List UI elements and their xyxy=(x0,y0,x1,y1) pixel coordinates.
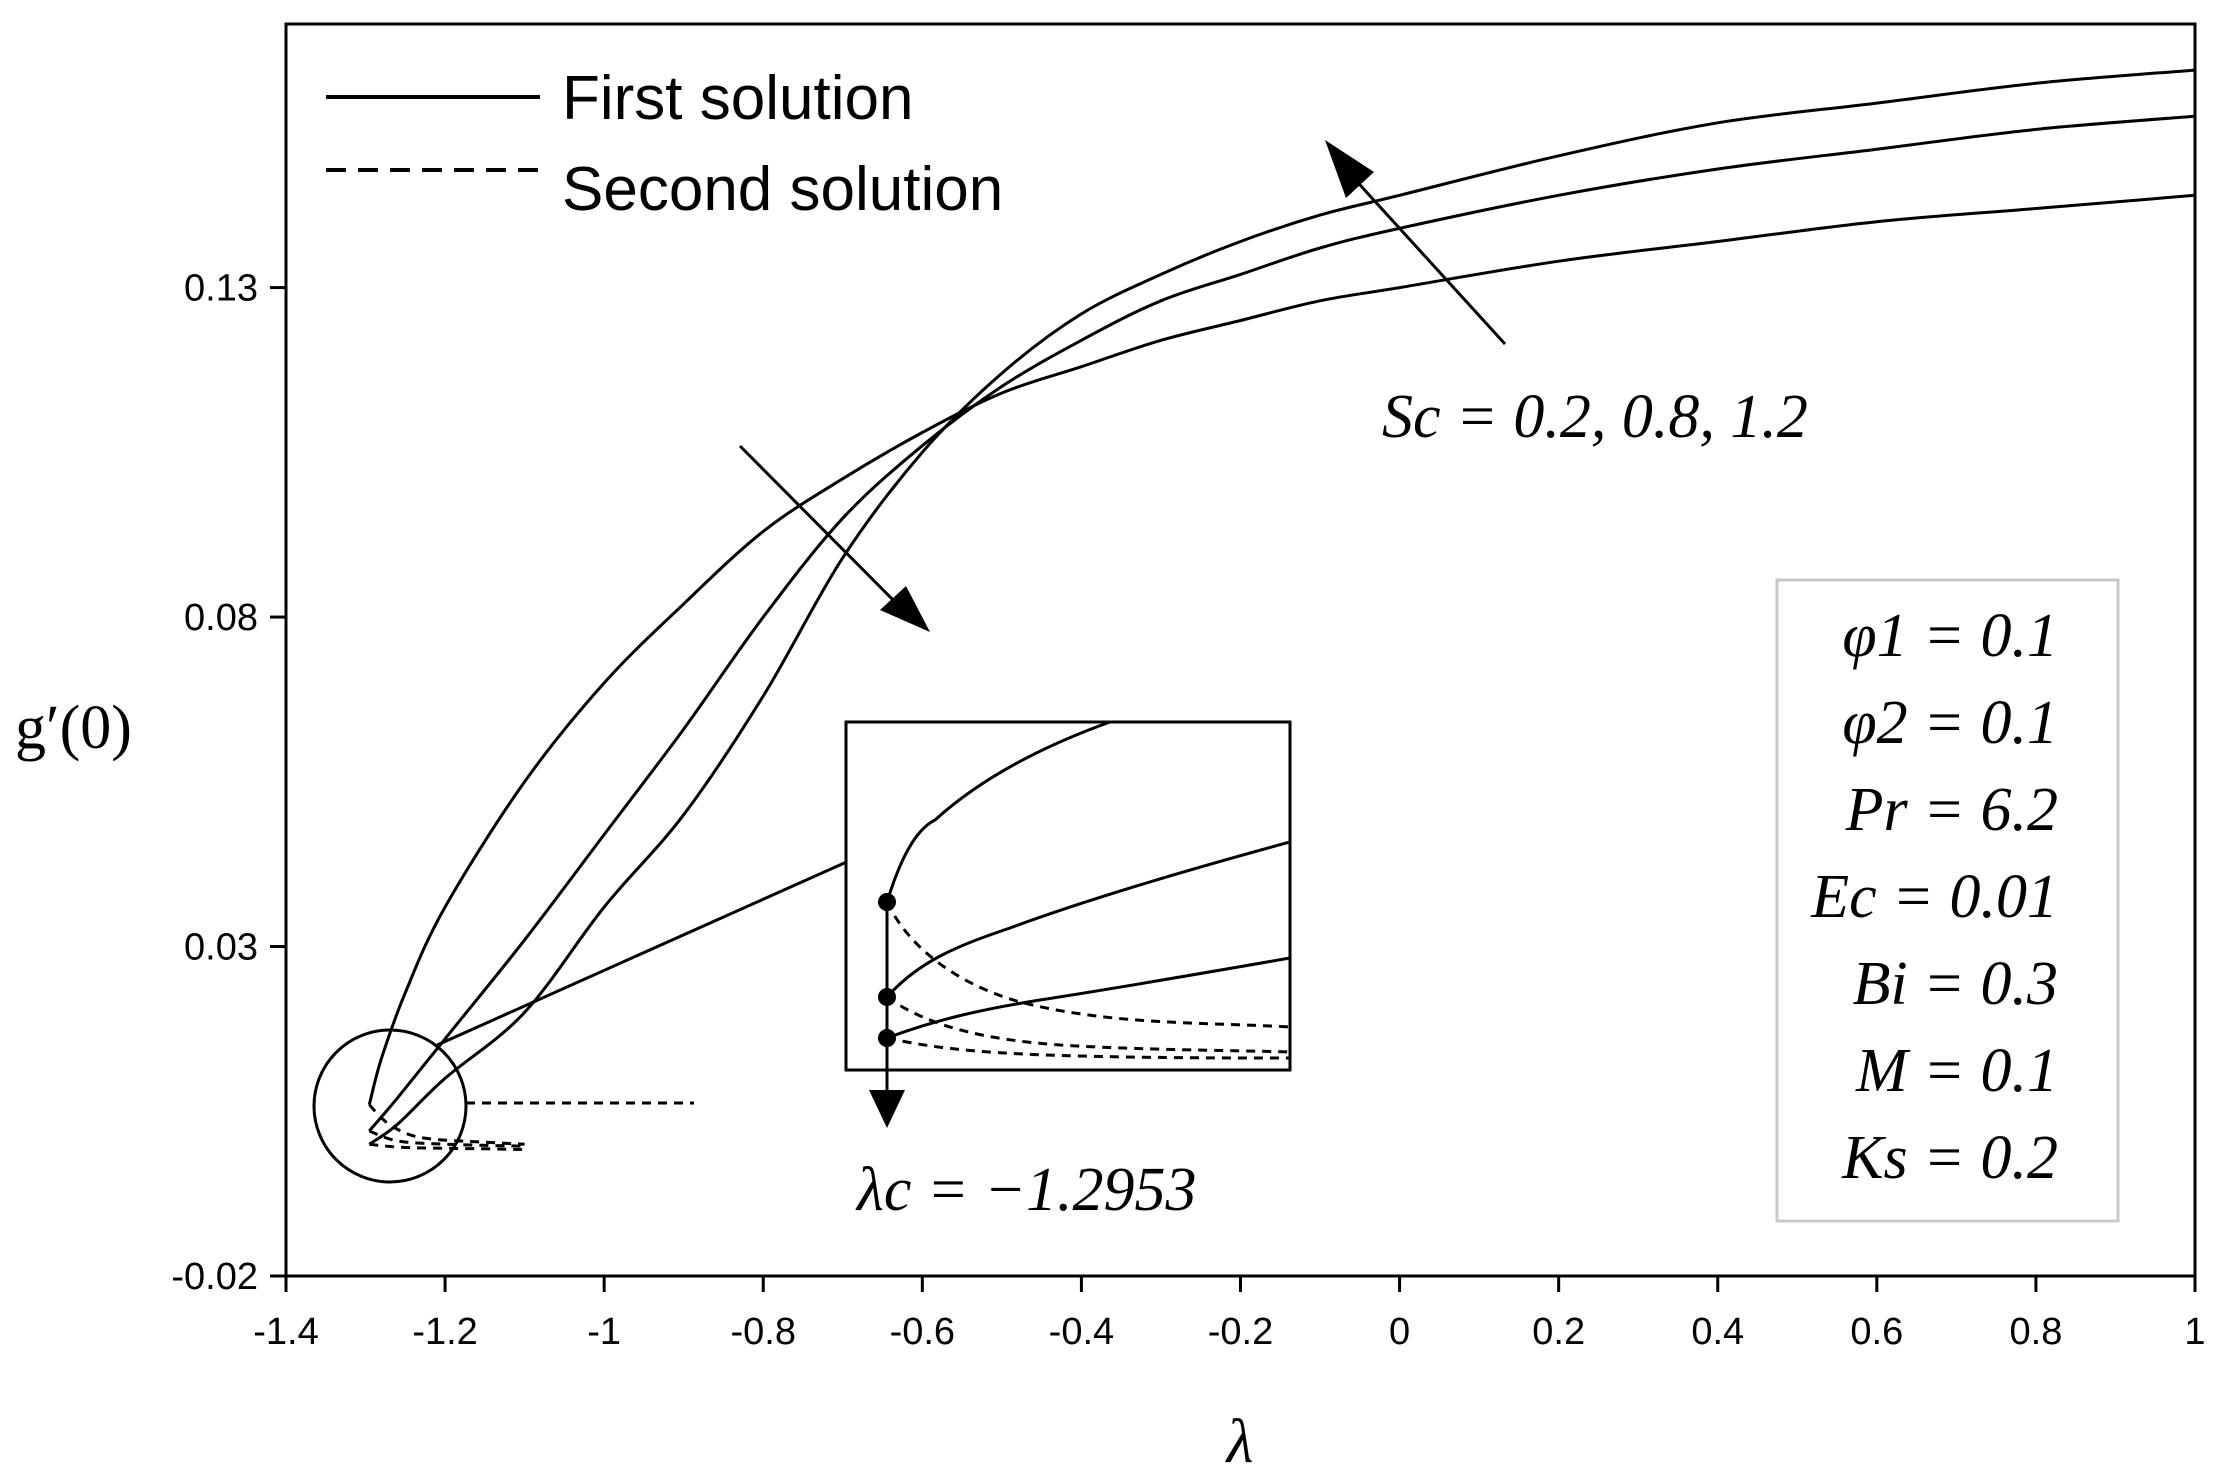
first-solution-line-3 xyxy=(368,68,2195,1146)
param-line: Bi = 0.3 xyxy=(1853,950,2058,1018)
param-line: Pr = 6.2 xyxy=(1845,776,2058,844)
x-tick-label: 0 xyxy=(1389,1311,1410,1353)
x-tick-label: -0.2 xyxy=(1208,1311,1273,1353)
x-tick-label: 0.4 xyxy=(1691,1311,1744,1353)
inset-curves xyxy=(885,722,1290,1060)
trend-arrow-head xyxy=(880,586,930,632)
params-box xyxy=(1775,578,2120,1223)
param-line: φ2 = 0.1 xyxy=(1842,689,2058,757)
sc-arrow-shaft xyxy=(1338,161,1507,346)
x-tick-label: -0.4 xyxy=(1049,1311,1114,1353)
trend-arrow-shaft xyxy=(738,444,907,614)
y-axis-ticks: 0.13 0.08 0.03 -0.02 xyxy=(171,268,286,1298)
x-tick-label: -1.2 xyxy=(412,1311,477,1353)
second-solution-line-5 xyxy=(368,1129,525,1148)
zoom-connector-upper xyxy=(434,858,852,1048)
x-axis-label: λ xyxy=(1225,1408,1254,1476)
x-tick-label: 0.8 xyxy=(2010,1311,2063,1353)
x-tick-label: -0.6 xyxy=(890,1311,955,1353)
param-line: M = 0.1 xyxy=(1855,1037,2058,1105)
inset-point-1 xyxy=(878,893,896,911)
x-tick-label: -1 xyxy=(587,1311,621,1353)
param-line: Ks = 0.2 xyxy=(1841,1124,2058,1192)
inset-dash-1 xyxy=(885,901,1290,1029)
inset-curve-2 xyxy=(885,840,1290,998)
inset-dash-2 xyxy=(886,995,1290,1054)
zoom-circle xyxy=(312,1028,468,1184)
legend-second-solution: Second solution xyxy=(562,155,1003,224)
inset-dash-3 xyxy=(886,1036,1290,1060)
first-solution-line-1 xyxy=(367,193,2195,1106)
inset-box xyxy=(844,720,1292,1072)
y-tick-label: 0.03 xyxy=(184,927,258,969)
params-list: φ1 = 0.1 φ2 = 0.1 Pr = 6.2 Ec = 0.01 Bi = 0.… xyxy=(1810,602,2058,1192)
param-line: φ1 = 0.1 xyxy=(1842,602,2058,670)
x-tick-label: -0.8 xyxy=(731,1311,796,1353)
y-tick-label: 0.08 xyxy=(184,597,258,639)
first-solution-line-2 xyxy=(368,114,2195,1132)
series-group xyxy=(367,68,2195,1151)
sc-arrow-head xyxy=(1325,140,1374,198)
inset-curve-1 xyxy=(885,722,1111,903)
inset-point-2 xyxy=(878,988,896,1006)
second-solution-line-4 xyxy=(368,1103,525,1146)
legend: First solution Second solution xyxy=(326,64,1003,224)
param-line: Ec = 0.01 xyxy=(1810,863,2058,931)
inset-curve-3 xyxy=(886,956,1290,1040)
x-tick-label: 1 xyxy=(2184,1311,2205,1353)
lambda-c-label: λc = −1.2953 xyxy=(855,1156,1197,1224)
legend-first-solution: First solution xyxy=(562,64,913,133)
inset-drop-arrow-head xyxy=(869,1090,905,1128)
x-tick-label: 0.2 xyxy=(1532,1311,1585,1353)
y-axis-label: g′(0) xyxy=(15,694,132,762)
sc-label: Sc = 0.2, 0.8, 1.2 xyxy=(1382,383,1808,451)
x-axis-ticks: -1.4 -1.2 -1 -0.8 -0.6 -0.4 -0.2 0 0.2 0.4 0.6 0.8 1 xyxy=(253,1276,2206,1353)
y-tick-label: -0.02 xyxy=(171,1256,258,1298)
x-tick-label: -1.4 xyxy=(253,1311,318,1353)
y-tick-label: 0.13 xyxy=(184,268,258,310)
inset-point-3 xyxy=(878,1029,896,1047)
x-tick-label: 0.6 xyxy=(1850,1311,1903,1353)
